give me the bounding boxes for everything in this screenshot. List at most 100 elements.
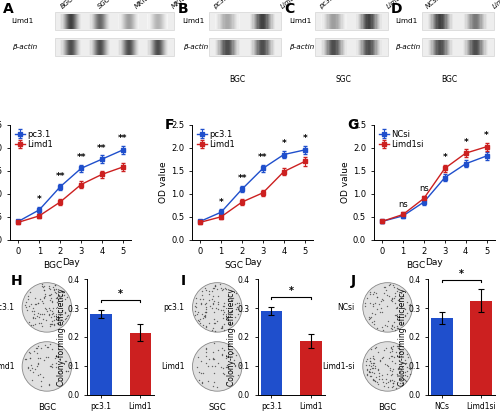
Bar xyxy=(68,39,69,55)
Bar xyxy=(468,14,469,29)
Bar xyxy=(321,39,322,55)
Bar xyxy=(450,39,452,55)
Bar xyxy=(430,14,432,29)
Bar xyxy=(251,14,252,29)
Bar xyxy=(476,39,477,55)
Bar xyxy=(331,14,332,29)
Bar xyxy=(64,14,65,29)
Bar xyxy=(440,14,442,29)
Bar xyxy=(90,14,92,29)
Bar xyxy=(344,14,345,29)
Bar xyxy=(340,39,342,55)
Bar xyxy=(256,14,258,29)
Text: pc3.1: pc3.1 xyxy=(0,303,14,312)
Bar xyxy=(166,39,168,55)
Bar xyxy=(221,39,222,55)
Bar xyxy=(163,14,164,29)
Bar xyxy=(154,14,156,29)
Bar xyxy=(487,39,488,55)
Bar xyxy=(72,39,73,55)
Bar xyxy=(120,14,122,29)
Bar xyxy=(62,14,64,29)
Bar xyxy=(152,39,154,55)
Bar xyxy=(261,39,262,55)
Bar xyxy=(225,39,226,55)
Bar xyxy=(480,14,482,29)
Ellipse shape xyxy=(22,342,72,391)
Bar xyxy=(325,14,326,29)
Bar xyxy=(234,14,235,29)
Bar xyxy=(428,39,429,55)
Bar xyxy=(108,39,110,55)
Y-axis label: Colony-forming efficiency: Colony-forming efficiency xyxy=(398,288,407,386)
Bar xyxy=(315,38,388,56)
Bar xyxy=(94,39,95,55)
Bar xyxy=(483,39,484,55)
Bar xyxy=(330,39,332,55)
Text: BGC823: BGC823 xyxy=(60,0,86,9)
Bar xyxy=(364,14,365,29)
Bar xyxy=(368,39,369,55)
Bar xyxy=(79,39,80,55)
Bar xyxy=(217,14,218,29)
Bar xyxy=(462,39,464,55)
Bar xyxy=(133,14,134,29)
Bar xyxy=(470,301,492,395)
Bar xyxy=(260,39,262,55)
Bar xyxy=(466,39,468,55)
Bar xyxy=(332,14,334,29)
Bar xyxy=(376,39,378,55)
Text: Limd1: Limd1 xyxy=(161,362,184,371)
Bar xyxy=(272,39,274,55)
Bar xyxy=(251,39,252,55)
Bar xyxy=(72,14,73,29)
Bar xyxy=(315,12,388,30)
Bar xyxy=(136,14,138,29)
Bar xyxy=(162,14,164,29)
Bar xyxy=(262,39,264,55)
Bar xyxy=(274,39,276,55)
Bar xyxy=(166,14,168,29)
Bar xyxy=(98,39,99,55)
Bar xyxy=(325,39,326,55)
Bar xyxy=(322,14,324,29)
Bar xyxy=(74,39,75,55)
Bar xyxy=(222,14,224,29)
Bar xyxy=(478,14,480,29)
Text: BGC: BGC xyxy=(43,261,62,270)
Bar xyxy=(465,39,466,55)
Bar xyxy=(452,14,453,29)
Bar xyxy=(372,39,374,55)
Bar xyxy=(156,39,157,55)
Bar xyxy=(265,39,266,55)
Bar xyxy=(380,39,382,55)
Text: Limd1: Limd1 xyxy=(0,362,14,371)
Bar xyxy=(442,14,444,29)
Legend: pc3.1, Limd1: pc3.1, Limd1 xyxy=(196,129,236,150)
Bar xyxy=(254,39,255,55)
Bar xyxy=(484,14,486,29)
Bar xyxy=(322,39,324,55)
Bar xyxy=(150,39,152,55)
Bar xyxy=(54,38,174,56)
Bar xyxy=(54,12,174,30)
Bar xyxy=(96,14,97,29)
Text: *: * xyxy=(282,139,286,148)
Bar xyxy=(449,14,450,29)
Bar xyxy=(252,39,254,55)
Y-axis label: Colony-forming efficiency: Colony-forming efficiency xyxy=(228,288,236,386)
Bar xyxy=(358,14,359,29)
Bar xyxy=(430,39,432,55)
Bar xyxy=(118,14,120,29)
Bar xyxy=(372,14,373,29)
Bar xyxy=(130,332,152,395)
Bar xyxy=(262,14,264,29)
Bar xyxy=(472,14,473,29)
Bar xyxy=(76,39,78,55)
Bar xyxy=(466,14,468,29)
Bar xyxy=(328,14,329,29)
Text: BGC: BGC xyxy=(442,75,458,84)
Bar xyxy=(474,14,476,29)
Bar xyxy=(258,39,259,55)
Bar xyxy=(105,14,106,29)
